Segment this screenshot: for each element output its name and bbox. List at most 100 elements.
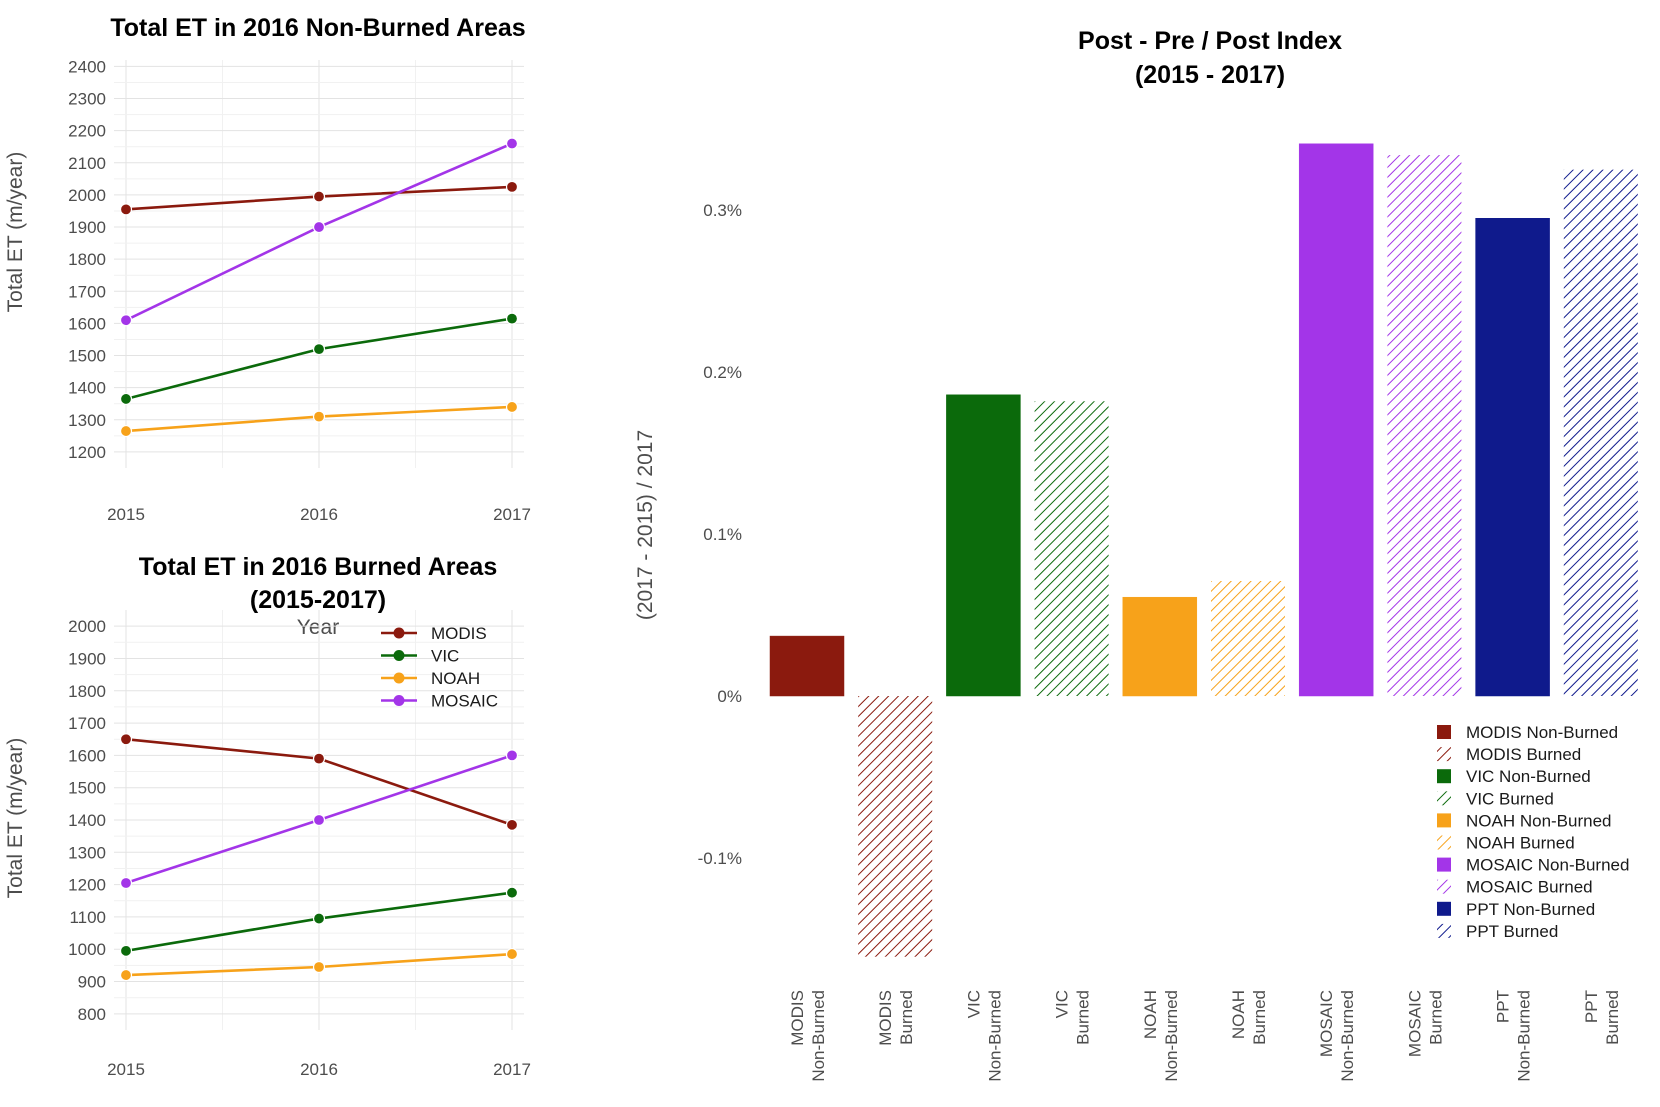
data-point-vic: [312, 343, 326, 356]
data-point-noah: [312, 960, 326, 974]
y-tick-label: 1100: [69, 908, 106, 927]
y-tick-label: 1200: [68, 876, 106, 895]
legend-label: VIC: [431, 647, 459, 666]
data-point-mosaic: [505, 137, 519, 150]
x-tick-label-line1: VIC: [1053, 990, 1072, 1018]
bar: [1211, 581, 1285, 696]
data-point-mosaic: [312, 813, 326, 827]
y-tick-label: 1000: [68, 940, 106, 959]
plot-area: -0.1%0%0.1%0.2%0.3%MODIS Non-Burned MODIS B…: [698, 143, 1638, 1082]
legend: MODIS Non-Burned MODIS Burned VIC Non-Burn…: [1437, 723, 1629, 941]
x-tick-label: 2016: [300, 505, 338, 524]
x-tick-label: MODIS Non-Burned: [788, 990, 828, 1082]
y-tick-label: 2000: [68, 617, 106, 636]
bar: [1563, 169, 1638, 697]
data-point-modis: [312, 752, 326, 765]
y-tick-label: 1600: [68, 314, 106, 333]
legend-swatch: [1437, 769, 1451, 784]
bar: [1298, 143, 1374, 697]
bar: [946, 394, 1021, 697]
x-tick-label-line2: Non-Burned: [809, 990, 828, 1082]
y-tick-label: 1200: [68, 443, 106, 462]
legend-label: MOSAIC Burned: [1466, 878, 1593, 897]
data-point-modis: [312, 190, 326, 203]
chart-subtitle: (2015-2017): [250, 586, 386, 614]
data-point-noah: [312, 410, 326, 423]
legend-marker: [393, 695, 405, 706]
data-point-noah: [505, 400, 519, 414]
y-tick-label: 1500: [68, 779, 106, 798]
y-tick-label: 1400: [68, 811, 106, 830]
y-tick-label: 1900: [68, 649, 106, 668]
x-tick-label: 2017: [493, 1060, 531, 1079]
chart-title: Total ET in 2016 Burned Areas: [139, 553, 497, 581]
y-tick-label: 1300: [68, 843, 106, 862]
plot-area: 2015 2016 2017 1200 1300 1400 1500 1600 1700 1800…: [68, 57, 531, 524]
y-tick-label: -0.1%: [698, 849, 742, 868]
x-tick-label-line1: PPT: [1582, 990, 1601, 1023]
chart-non-burned-et: Total ET in 2016 Non-Burned Areas Total …: [4, 14, 531, 524]
data-point-noah: [119, 968, 133, 982]
y-tick-label: 2400: [68, 57, 106, 76]
data-point-vic: [312, 912, 326, 925]
x-tick-label-line1: VIC: [964, 990, 983, 1018]
x-tick-label: MODIS Burned: [876, 990, 916, 1046]
y-tick-label: 2100: [68, 154, 106, 173]
legend-label: PPT Burned: [1466, 922, 1558, 941]
x-tick-label-line1: NOAH: [1229, 990, 1248, 1039]
data-point-modis: [119, 203, 133, 216]
x-tick-label: MOSAIC Burned: [1405, 990, 1445, 1057]
data-point-mosaic: [505, 749, 519, 762]
y-tick-label: 1600: [68, 746, 106, 765]
legend-label: MODIS: [431, 624, 487, 643]
x-tick-label: 2015: [107, 505, 145, 524]
x-tick-label: 2017: [493, 505, 531, 524]
data-point-mosaic: [119, 314, 133, 327]
legend-marker: [393, 672, 405, 684]
legend-label: NOAH: [431, 669, 480, 688]
legend-label: MOSAIC Non-Burned: [1466, 856, 1629, 875]
x-tick-label: PPT Non-Burned: [1494, 990, 1534, 1082]
y-tick-label: 1300: [68, 411, 106, 430]
x-tick-label-line2: Burned: [897, 990, 916, 1045]
legend-swatch: [1437, 923, 1451, 938]
y-tick-label: 0.1%: [703, 525, 742, 544]
legend-swatch: [1437, 857, 1451, 872]
y-tick-label: 1700: [68, 714, 106, 733]
data-point-noah: [119, 424, 133, 438]
y-tick-label: 800: [78, 1005, 106, 1024]
y-axis-title: Total ET (m/year): [4, 152, 27, 313]
data-point-vic: [505, 312, 519, 325]
x-tick-label-line1: MOSAIC: [1405, 990, 1424, 1057]
data-point-noah: [505, 947, 519, 961]
bar: [769, 635, 845, 697]
bar: [1475, 218, 1550, 697]
x-tick-label-line1: MOSAIC: [1317, 990, 1336, 1057]
legend: MODIS VIC NOAH MOSAIC: [381, 624, 498, 711]
data-point-modis: [119, 733, 133, 746]
legend-label: NOAH Burned: [1466, 834, 1575, 853]
x-tick-label-line2: Burned: [1603, 990, 1622, 1045]
legend-label: VIC Burned: [1466, 789, 1554, 808]
plot-area: 2015 2016 2017 800 900 1000 1100 1200 1300 1400 15…: [68, 610, 531, 1079]
bar: [1122, 596, 1198, 697]
x-tick-label-line2: Burned: [1426, 990, 1445, 1045]
bar: [1034, 401, 1109, 696]
x-tick-label-line2: Non-Burned: [1515, 990, 1534, 1082]
y-tick-label: 1400: [68, 379, 106, 398]
legend-swatch: [1437, 879, 1451, 894]
data-point-modis: [505, 180, 519, 193]
x-tick-label-line2: Burned: [1074, 990, 1093, 1045]
legend-swatch: [1437, 813, 1451, 828]
y-tick-label: 0.2%: [703, 363, 742, 382]
x-tick-label-line1: PPT: [1494, 990, 1513, 1023]
legend-marker: [393, 650, 405, 661]
legend-swatch: [1437, 835, 1451, 850]
y-tick-label: 2200: [68, 122, 106, 141]
y-tick-label: 0%: [717, 687, 742, 706]
x-tick-label-line2: Non-Burned: [985, 990, 1004, 1082]
y-tick-label: 2300: [68, 90, 106, 109]
chart-title: Post - Pre / Post Index: [1078, 27, 1342, 55]
x-tick-label: 2015: [107, 1060, 145, 1079]
data-point-vic: [119, 392, 133, 406]
